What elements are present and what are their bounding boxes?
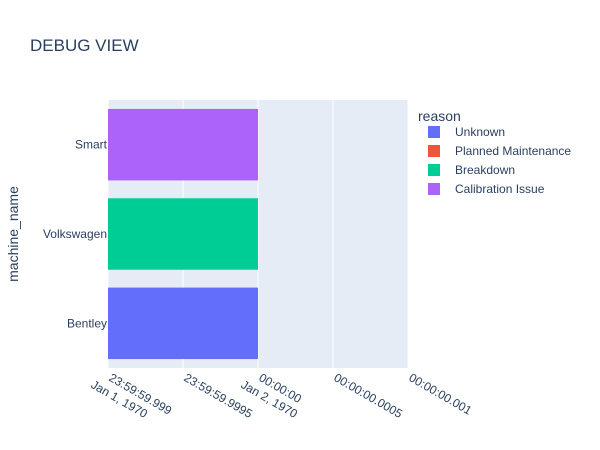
legend-item-calibration-issue[interactable]: Calibration Issue — [428, 182, 545, 196]
legend-swatch — [428, 164, 440, 176]
bar-bentley — [108, 287, 258, 360]
legend-title: reason — [418, 108, 461, 124]
y-tick-label-bentley: Bentley — [67, 316, 107, 330]
y-tick-label-smart: Smart — [75, 138, 108, 152]
bar-volkswagen — [108, 198, 258, 270]
legend-label: Calibration Issue — [455, 182, 545, 196]
legend: reason Unknown Planned Maintenance Breakdo… — [418, 108, 571, 196]
chart-title: DEBUG VIEW — [30, 36, 139, 55]
x-tick-label-4: 00:00:00.001 — [407, 370, 475, 417]
legend-item-breakdown[interactable]: Breakdown — [428, 163, 515, 177]
x-tick-label-0: 23:59:59.999Jan 1, 1970 — [89, 364, 175, 430]
bar-smart — [108, 108, 258, 181]
legend-swatch — [428, 145, 440, 157]
legend-label: Unknown — [455, 125, 505, 139]
x-tick-label-3: 00:00:00.0005 — [332, 370, 406, 421]
legend-items: Unknown Planned Maintenance Breakdown Calib… — [428, 125, 571, 196]
legend-label: Planned Maintenance — [455, 144, 571, 158]
y-tick-labels: Bentley Volkswagen Smart — [43, 138, 108, 331]
x-tick-labels: 23:59:59.999Jan 1, 1970 23:59:59.9995 00:0… — [89, 364, 475, 430]
legend-item-unknown[interactable]: Unknown — [428, 125, 505, 139]
legend-label: Breakdown — [455, 163, 515, 177]
legend-item-planned-maintenance[interactable]: Planned Maintenance — [428, 144, 571, 158]
y-axis-title: machine_name — [5, 186, 21, 282]
legend-swatch — [428, 126, 440, 138]
legend-swatch — [428, 183, 440, 195]
bars — [108, 108, 258, 360]
y-tick-label-volkswagen: Volkswagen — [43, 227, 107, 241]
